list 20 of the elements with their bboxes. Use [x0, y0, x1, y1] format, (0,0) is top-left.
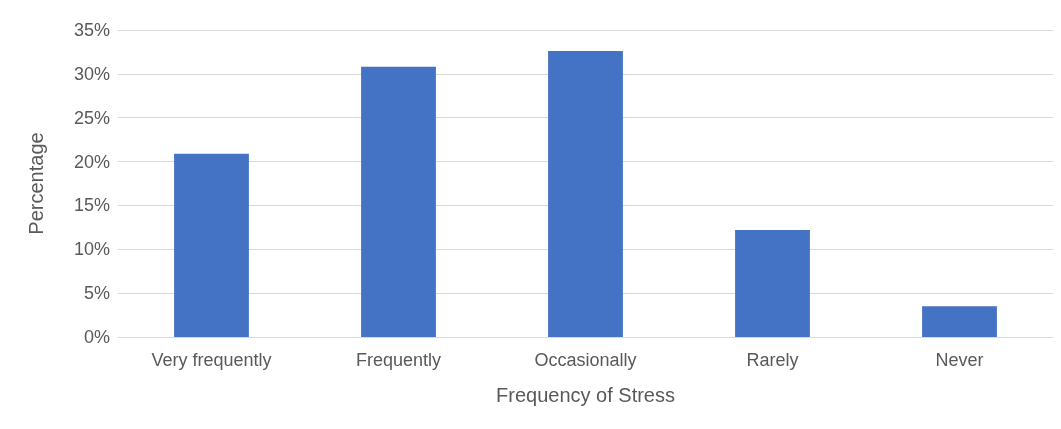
- x-tick-label: Occasionally: [534, 350, 637, 370]
- x-axis-title: Frequency of Stress: [496, 384, 675, 406]
- y-tick-label: 0%: [83, 327, 110, 347]
- y-tick-label: 25%: [73, 107, 110, 128]
- bar: [548, 51, 623, 337]
- bar: [361, 66, 436, 337]
- bar: [735, 229, 810, 337]
- bar: [922, 306, 997, 337]
- x-tick-label: Never: [935, 350, 984, 370]
- bar: [174, 153, 249, 337]
- y-tick-label: 20%: [73, 151, 110, 172]
- y-tick-label: 35%: [73, 20, 110, 40]
- x-tick-label: Very frequently: [151, 350, 272, 370]
- y-axis-title: Percentage: [25, 132, 47, 235]
- y-tick-label: 10%: [73, 239, 110, 260]
- y-tick-label: 30%: [73, 63, 110, 84]
- x-tick-label: Frequently: [355, 350, 442, 370]
- y-tick-label: 15%: [73, 195, 110, 216]
- x-tick-label: Rarely: [746, 350, 799, 370]
- y-tick-label: 5%: [83, 283, 110, 304]
